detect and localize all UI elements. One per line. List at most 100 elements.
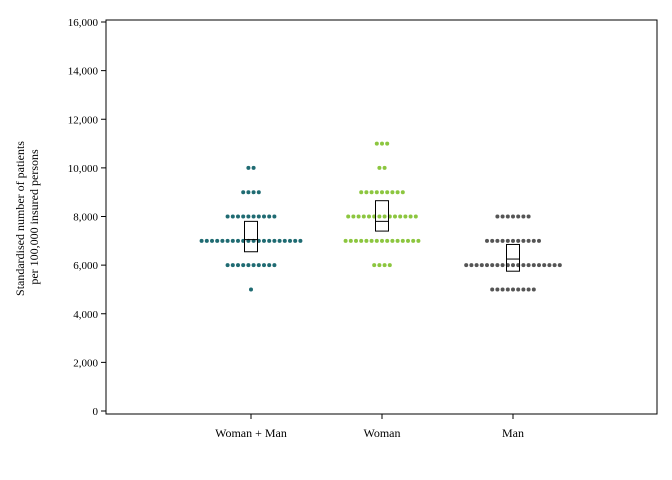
data-point [511, 214, 515, 219]
data-point [351, 214, 356, 219]
iqr-box [375, 200, 389, 232]
y-tick-label: 6,000 [73, 260, 98, 272]
data-point [495, 238, 500, 243]
data-point [490, 287, 495, 292]
data-point [500, 214, 505, 219]
data-point [267, 263, 272, 268]
data-point [262, 263, 266, 268]
data-point [485, 238, 489, 243]
data-point [272, 238, 277, 243]
data-point [369, 190, 374, 195]
data-point [400, 238, 405, 243]
data-point [526, 263, 531, 268]
data-point [505, 287, 510, 292]
data-point [531, 238, 536, 243]
data-point [380, 190, 384, 195]
data-point [241, 214, 246, 219]
data-point [354, 238, 358, 243]
data-point [500, 287, 505, 292]
data-point [272, 263, 277, 268]
data-point [343, 238, 348, 243]
data-point [256, 190, 261, 195]
data-point [364, 190, 369, 195]
data-point [246, 263, 251, 268]
data-point [490, 263, 495, 268]
data-point [393, 214, 397, 219]
data-point [403, 214, 408, 219]
data-point [382, 214, 387, 219]
data-point [385, 190, 390, 195]
y-tick-label: 4,000 [73, 309, 98, 321]
data-point [267, 238, 272, 243]
plot-frame [105, 19, 658, 415]
data-point [210, 238, 214, 243]
data-point [262, 238, 266, 243]
data-point [377, 263, 382, 268]
data-point [241, 190, 246, 195]
iqr-box [506, 243, 520, 272]
data-point [251, 165, 256, 170]
data-point [246, 214, 251, 219]
data-point [531, 287, 536, 292]
data-point [479, 263, 484, 268]
data-point [490, 238, 495, 243]
data-point [251, 214, 256, 219]
y-axis-title-line-1: Standardised number of patients [13, 141, 27, 296]
y-tick-label: 10,000 [68, 163, 99, 175]
data-point [542, 263, 547, 268]
data-point [204, 238, 209, 243]
data-point [225, 238, 230, 243]
data-point [249, 287, 253, 292]
data-point [230, 214, 235, 219]
data-point [377, 165, 382, 170]
data-point [225, 263, 230, 268]
data-point [516, 238, 521, 243]
data-point [241, 263, 246, 268]
data-point [485, 263, 489, 268]
data-point [236, 214, 240, 219]
data-point [395, 190, 400, 195]
data-point [298, 238, 303, 243]
data-point [369, 238, 374, 243]
data-point [521, 238, 526, 243]
data-point [364, 238, 369, 243]
data-point [495, 214, 500, 219]
data-point [526, 287, 531, 292]
data-point [359, 190, 364, 195]
data-point [557, 263, 562, 268]
data-point [272, 214, 277, 219]
data-point [474, 263, 479, 268]
data-point [511, 238, 515, 243]
y-axis: 0 2,000 4,000 6,000 8,000 10,000 12,000 14,000 1… [68, 17, 106, 418]
x-category-label: Woman + Man [215, 426, 287, 440]
data-point [500, 238, 505, 243]
data-point [377, 214, 382, 219]
data-point [385, 238, 390, 243]
data-point [495, 263, 500, 268]
data-point [256, 214, 261, 219]
x-axis: Woman + Man Woman Man [215, 414, 524, 440]
data-point [413, 214, 418, 219]
data-point [382, 165, 387, 170]
interquartile-boxes [244, 200, 520, 272]
data-point [521, 287, 526, 292]
y-tick-label: 14,000 [68, 66, 99, 78]
data-point [199, 238, 204, 243]
data-point [521, 263, 526, 268]
data-point [262, 214, 266, 219]
data-point [277, 238, 282, 243]
data-point [215, 238, 220, 243]
data-point [511, 287, 515, 292]
data-point [293, 238, 298, 243]
data-point [361, 214, 366, 219]
data-point [359, 238, 364, 243]
data-point [367, 214, 371, 219]
data-point [374, 141, 379, 146]
data-point [230, 238, 235, 243]
data-point [251, 190, 256, 195]
iqr-box [244, 220, 258, 253]
data-point [537, 263, 541, 268]
data-point [256, 263, 261, 268]
data-point [505, 238, 510, 243]
data-point [516, 214, 521, 219]
